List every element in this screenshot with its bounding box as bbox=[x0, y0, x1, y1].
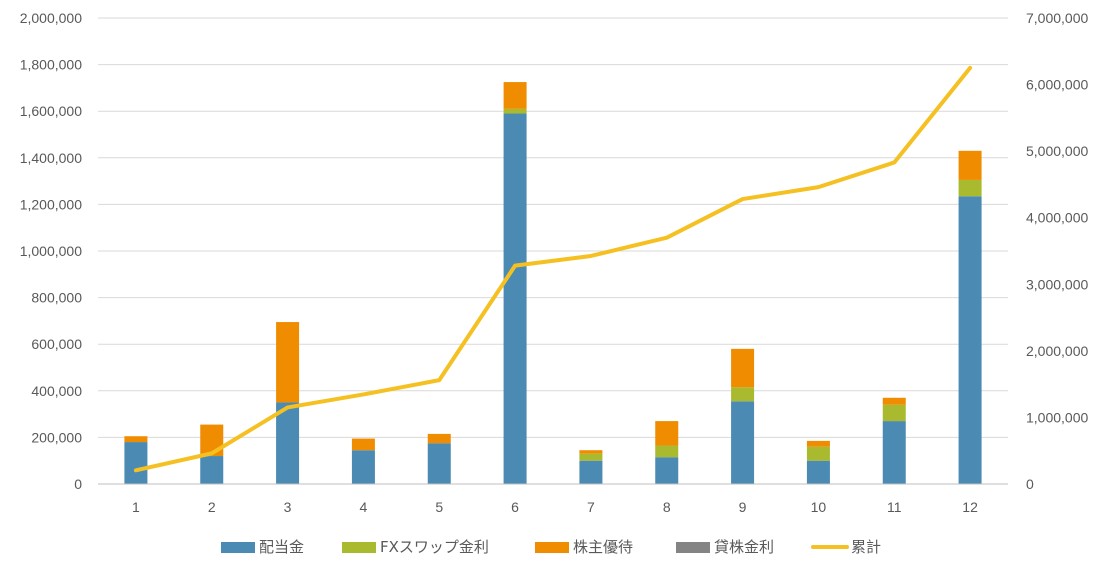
x-tick-label: 1 bbox=[132, 499, 140, 515]
right-tick-label: 6,000,000 bbox=[1026, 77, 1088, 93]
legend-item-1: 配当金 bbox=[221, 538, 304, 556]
x-tick-label: 2 bbox=[208, 499, 216, 515]
bar-segment-1 bbox=[579, 460, 603, 484]
right-tick-label: 4,000,000 bbox=[1026, 210, 1088, 226]
x-tick-label: 4 bbox=[360, 499, 368, 515]
bar-segment-1 bbox=[882, 421, 906, 484]
bar-segment-3 bbox=[882, 397, 906, 405]
left-tick-label: 600,000 bbox=[31, 336, 82, 352]
right-tick-label: 3,000,000 bbox=[1026, 276, 1088, 292]
bar-segment-2 bbox=[503, 108, 527, 114]
bar-segment-2 bbox=[958, 179, 982, 197]
x-tick-label: 11 bbox=[887, 499, 902, 515]
left-axis: 0 200,000 400,000 600,000 800,000 1,000,000 1,… bbox=[20, 10, 83, 492]
cumulative-line bbox=[133, 65, 973, 473]
bar-segment-3 bbox=[655, 421, 679, 446]
left-tick-label: 1,400,000 bbox=[20, 150, 82, 166]
legend-swatch bbox=[221, 542, 255, 553]
left-tick-label: 1,600,000 bbox=[20, 103, 82, 119]
legend-label: 配当金 bbox=[259, 538, 304, 556]
bar-segment-1 bbox=[200, 456, 224, 484]
x-tick-label: 5 bbox=[435, 499, 443, 515]
left-tick-label: 400,000 bbox=[31, 383, 82, 399]
legend-label: 貸株金利 bbox=[714, 538, 774, 556]
legend-label: FXスワップ金利 bbox=[380, 538, 489, 556]
legend-swatch bbox=[535, 542, 569, 553]
bar-segment-1 bbox=[124, 442, 148, 484]
right-tick-label: 0 bbox=[1026, 476, 1034, 492]
x-tick-label: 9 bbox=[739, 499, 747, 515]
right-tick-label: 5,000,000 bbox=[1026, 143, 1088, 159]
left-tick-label: 2,000,000 bbox=[20, 10, 82, 26]
legend-item-5: 累計 bbox=[811, 538, 881, 556]
bar-segment-1 bbox=[806, 460, 830, 484]
gridlines bbox=[98, 17, 1008, 438]
legend-label: 株主優待 bbox=[573, 538, 633, 556]
legend-swatch bbox=[676, 542, 710, 553]
bar-segment-3 bbox=[503, 82, 527, 109]
bar-segment-2 bbox=[579, 453, 603, 461]
legend-swatch bbox=[342, 542, 376, 553]
x-tick-label: 3 bbox=[284, 499, 292, 515]
bar-segment-3 bbox=[351, 438, 375, 451]
bar-segment-3 bbox=[579, 450, 603, 454]
bars bbox=[124, 82, 982, 484]
x-tick-label: 8 bbox=[663, 499, 671, 515]
left-tick-label: 1,800,000 bbox=[20, 57, 82, 73]
bar-segment-3 bbox=[427, 433, 451, 444]
bar-segment-3 bbox=[731, 348, 755, 388]
bar-segment-1 bbox=[427, 443, 451, 484]
legend-item-2: FXスワップ金利 bbox=[342, 538, 489, 556]
bar-segment-2 bbox=[731, 387, 755, 402]
bar-segment-1 bbox=[351, 450, 375, 484]
cumulative-polyline bbox=[133, 65, 973, 473]
right-tick-label: 7,000,000 bbox=[1026, 10, 1088, 26]
bar-segment-3 bbox=[958, 150, 982, 180]
left-tick-label: 800,000 bbox=[31, 290, 82, 306]
right-tick-label: 1,000,000 bbox=[1026, 409, 1088, 425]
bar-segment-1 bbox=[731, 401, 755, 484]
bar-segment-3 bbox=[276, 322, 300, 403]
left-tick-label: 0 bbox=[74, 476, 82, 492]
bar-segment-1 bbox=[503, 113, 527, 484]
bar-segment-2 bbox=[655, 445, 679, 458]
left-tick-label: 200,000 bbox=[31, 429, 82, 445]
bar-segment-1 bbox=[958, 196, 982, 484]
x-tick-label: 10 bbox=[811, 499, 827, 515]
x-tick-label: 6 bbox=[511, 499, 519, 515]
legend-label: 累計 bbox=[851, 538, 881, 556]
x-axis: 1 2 3 4 5 6 7 8 9 10 11 12 bbox=[98, 483, 1008, 515]
bar-segment-1 bbox=[276, 402, 300, 484]
bar-segment-2 bbox=[806, 446, 830, 461]
legend: 配当金 FXスワップ金利 株主優待 貸株金利 累計 bbox=[221, 538, 881, 556]
bar-segment-2 bbox=[882, 404, 906, 422]
bar-segment-3 bbox=[806, 440, 830, 447]
x-tick-label: 7 bbox=[587, 499, 595, 515]
right-axis: 0 1,000,000 2,000,000 3,000,000 4,000,000 5,0… bbox=[1026, 10, 1088, 492]
right-tick-label: 2,000,000 bbox=[1026, 343, 1088, 359]
bar-segment-3 bbox=[124, 436, 148, 443]
bar-segment-1 bbox=[655, 457, 679, 484]
legend-item-4: 貸株金利 bbox=[676, 538, 774, 556]
left-tick-label: 1,000,000 bbox=[20, 243, 82, 259]
legend-item-3: 株主優待 bbox=[535, 538, 633, 556]
x-tick-label: 12 bbox=[962, 499, 978, 515]
left-tick-label: 1,200,000 bbox=[20, 196, 82, 212]
